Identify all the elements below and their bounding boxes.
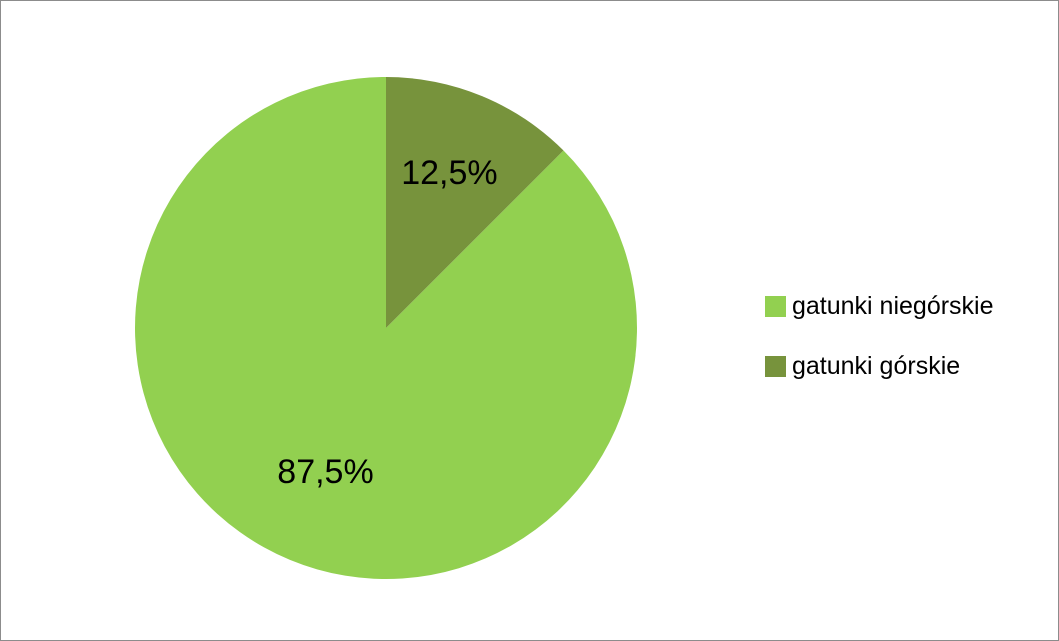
- legend-item-gorskie: gatunki górskie: [765, 347, 1055, 385]
- pie-slice-gorskie: [386, 77, 564, 328]
- legend-item-niegorskie: gatunki niegórskie: [765, 287, 1055, 325]
- legend: gatunki niegórskie gatunki górskie: [765, 287, 1055, 407]
- legend-swatch-niegorskie: [765, 295, 786, 317]
- pie-slice-niegorskie: [135, 77, 638, 579]
- pie-data-labels: 87,5% 12,5%: [277, 154, 497, 491]
- data-label-gorskie: 12,5%: [401, 154, 497, 192]
- legend-label-gorskie: gatunki górskie: [792, 351, 961, 380]
- pie-slices: [135, 77, 638, 579]
- legend-label-niegorskie: gatunki niegórskie: [792, 291, 994, 320]
- data-label-niegorskie: 87,5%: [277, 453, 373, 491]
- legend-swatch-gorskie: [765, 355, 786, 377]
